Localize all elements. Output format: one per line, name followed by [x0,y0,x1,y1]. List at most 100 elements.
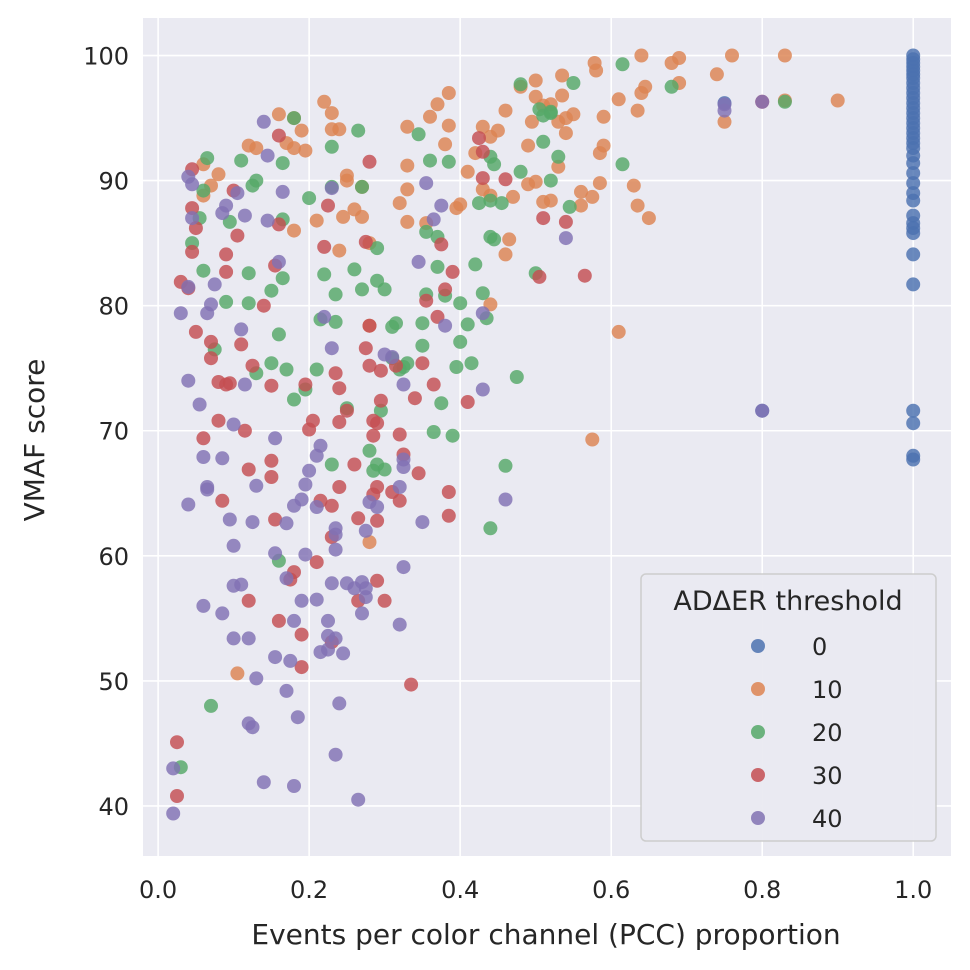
data-point [362,358,377,373]
data-point [494,196,509,211]
legend-label: 0 [812,633,827,661]
data-point [906,277,921,292]
data-point [287,779,301,793]
data-point [543,173,558,188]
data-point [317,239,332,254]
data-point [502,232,517,247]
data-point [328,314,343,329]
data-point [279,516,294,531]
data-point [441,86,456,100]
data-point [483,129,498,144]
data-point [196,598,211,613]
data-point [434,237,449,252]
data-point [498,247,513,262]
data-point [249,478,264,493]
data-point [438,137,453,152]
data-point [324,341,339,356]
data-point [392,196,407,211]
data-point [453,296,468,311]
data-point [366,413,381,428]
data-point [328,287,343,302]
data-point [234,322,249,337]
data-point [472,131,486,146]
data-point [249,671,264,686]
x-tick-label: 0.6 [592,876,630,904]
data-point [309,448,324,463]
data-point [475,382,490,397]
data-point [460,317,475,332]
data-point [271,613,286,628]
data-point [200,306,215,321]
data-point [166,761,181,776]
legend-marker [751,811,765,825]
data-point [309,555,324,570]
data-point [290,710,305,725]
data-point [275,156,290,171]
data-point [513,164,528,179]
series-30 [170,94,770,803]
data-point [324,106,339,121]
data-point [271,107,286,122]
data-point [332,480,347,494]
data-point [483,193,498,208]
data-point [906,156,921,171]
data-point [260,148,275,163]
data-point [241,631,256,646]
data-point [324,498,339,513]
data-point [328,521,343,536]
y-axis-ticks: 40 50 60 70 80 90 100 [83,43,129,821]
data-point [181,373,196,388]
data-point [411,466,426,481]
data-point [324,457,339,472]
data-point [279,362,294,377]
data-point [332,696,347,711]
data-point [362,318,377,333]
data-point [219,294,234,309]
data-point [192,397,207,412]
data-point [543,193,558,208]
data-point [309,213,324,228]
data-point [468,257,483,272]
data-point [302,191,317,206]
data-point [173,306,188,321]
data-point [204,334,218,349]
data-point [215,451,230,466]
legend-marker [751,682,765,696]
data-point [362,535,377,550]
data-point [324,139,339,154]
data-point [196,450,211,464]
data-point [532,269,547,284]
series-0 [717,48,921,467]
data-point [185,244,200,259]
data-point [464,356,479,371]
data-point [664,79,679,94]
y-axis-title: VMAF score [18,359,51,522]
data-point [241,138,256,153]
data-point [906,247,921,262]
data-point [445,264,460,279]
data-point [204,351,218,366]
data-point [256,298,271,313]
data-point [181,497,196,512]
data-point [230,186,245,201]
data-point [536,211,551,226]
x-tick-label: 0.8 [743,876,781,904]
data-point [906,416,921,431]
y-tick-label: 100 [83,43,129,71]
data-point [370,273,385,288]
data-point [207,277,222,292]
data-point [419,176,434,191]
data-point [626,178,641,193]
data-point [275,271,290,286]
data-point [211,375,226,389]
data-point [347,262,362,277]
data-point [358,341,373,356]
data-point [181,279,196,294]
data-point [222,512,237,527]
data-point [419,293,434,308]
data-point [298,143,313,158]
data-point [226,538,241,553]
data-point [634,86,649,100]
data-point [215,606,230,621]
